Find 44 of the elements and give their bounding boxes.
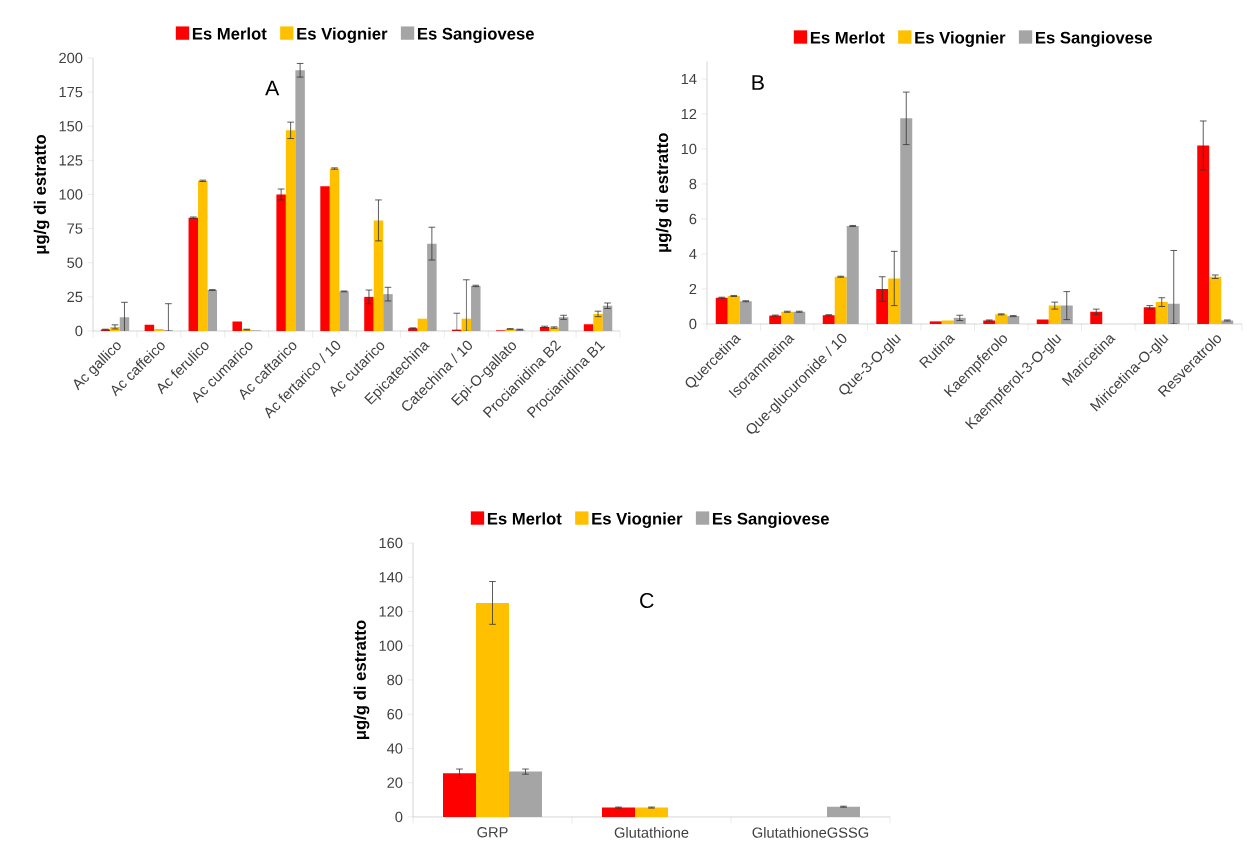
- legend-label: Es Sangiovese: [712, 512, 829, 528]
- y-tick-label: 2: [689, 283, 697, 295]
- y-tick-label: 200: [59, 52, 83, 64]
- y-tick-label: 0: [689, 318, 697, 330]
- legend-label: Es Viognier: [297, 27, 388, 43]
- x-tick-label: GlutathioneGSSG: [752, 827, 869, 838]
- y-tick-label: 160: [379, 537, 403, 549]
- y-tick-label: 4: [689, 248, 697, 260]
- legend-label: Es Sangiovese: [1035, 31, 1152, 47]
- y-tick-label: 50: [67, 257, 83, 268]
- y-tick-label: 12: [681, 108, 697, 120]
- y-tick-label: 120: [379, 606, 403, 617]
- y-tick-label: 60: [387, 709, 403, 720]
- y-tick-label: 100: [59, 189, 83, 200]
- legend-label: Es Merlot: [192, 27, 267, 40]
- legend-label: Es Viognier: [592, 512, 683, 528]
- annotation: C: [640, 592, 654, 609]
- y-tick-label: 8: [689, 178, 697, 190]
- y-tick-label: 40: [386, 743, 403, 754]
- y-axis-title: μg/g di estratto: [353, 620, 370, 740]
- y-tick-label: 25: [67, 291, 83, 303]
- annotation: B: [752, 75, 764, 90]
- y-tick-label: 0: [395, 811, 403, 823]
- x-tick-label: GRP: [477, 827, 508, 838]
- legend-label: Es Merlot: [487, 512, 562, 525]
- legend-label: Es Merlot: [810, 31, 885, 44]
- y-tick-label: 10: [681, 143, 697, 155]
- y-axis-title: μg/g di estratto: [33, 134, 50, 254]
- y-tick-label: 0: [75, 325, 83, 337]
- x-tick-label: Glutathione: [614, 827, 689, 838]
- y-tick-label: 125: [59, 155, 83, 166]
- y-axis-title: μg/g di estratto: [655, 133, 672, 252]
- y-tick-label: 6: [689, 213, 697, 225]
- legend-label: Es Viognier: [915, 31, 1006, 47]
- y-tick-label: 150: [59, 121, 83, 132]
- y-tick-label: 175: [59, 87, 83, 98]
- annotation: A: [265, 80, 280, 96]
- y-tick-label: 75: [67, 223, 83, 234]
- y-tick-label: 100: [379, 640, 403, 651]
- y-tick-label: 80: [387, 674, 403, 686]
- y-tick-label: 140: [379, 572, 403, 583]
- y-tick-label: 20: [387, 777, 403, 788]
- legend-label: Es Sangiovese: [417, 27, 534, 43]
- y-tick-label: 14: [681, 73, 697, 85]
